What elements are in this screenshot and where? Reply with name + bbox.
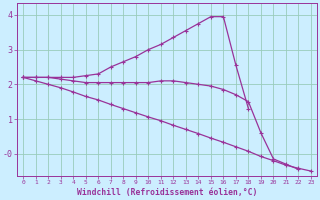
X-axis label: Windchill (Refroidissement éolien,°C): Windchill (Refroidissement éolien,°C) [77,188,257,197]
